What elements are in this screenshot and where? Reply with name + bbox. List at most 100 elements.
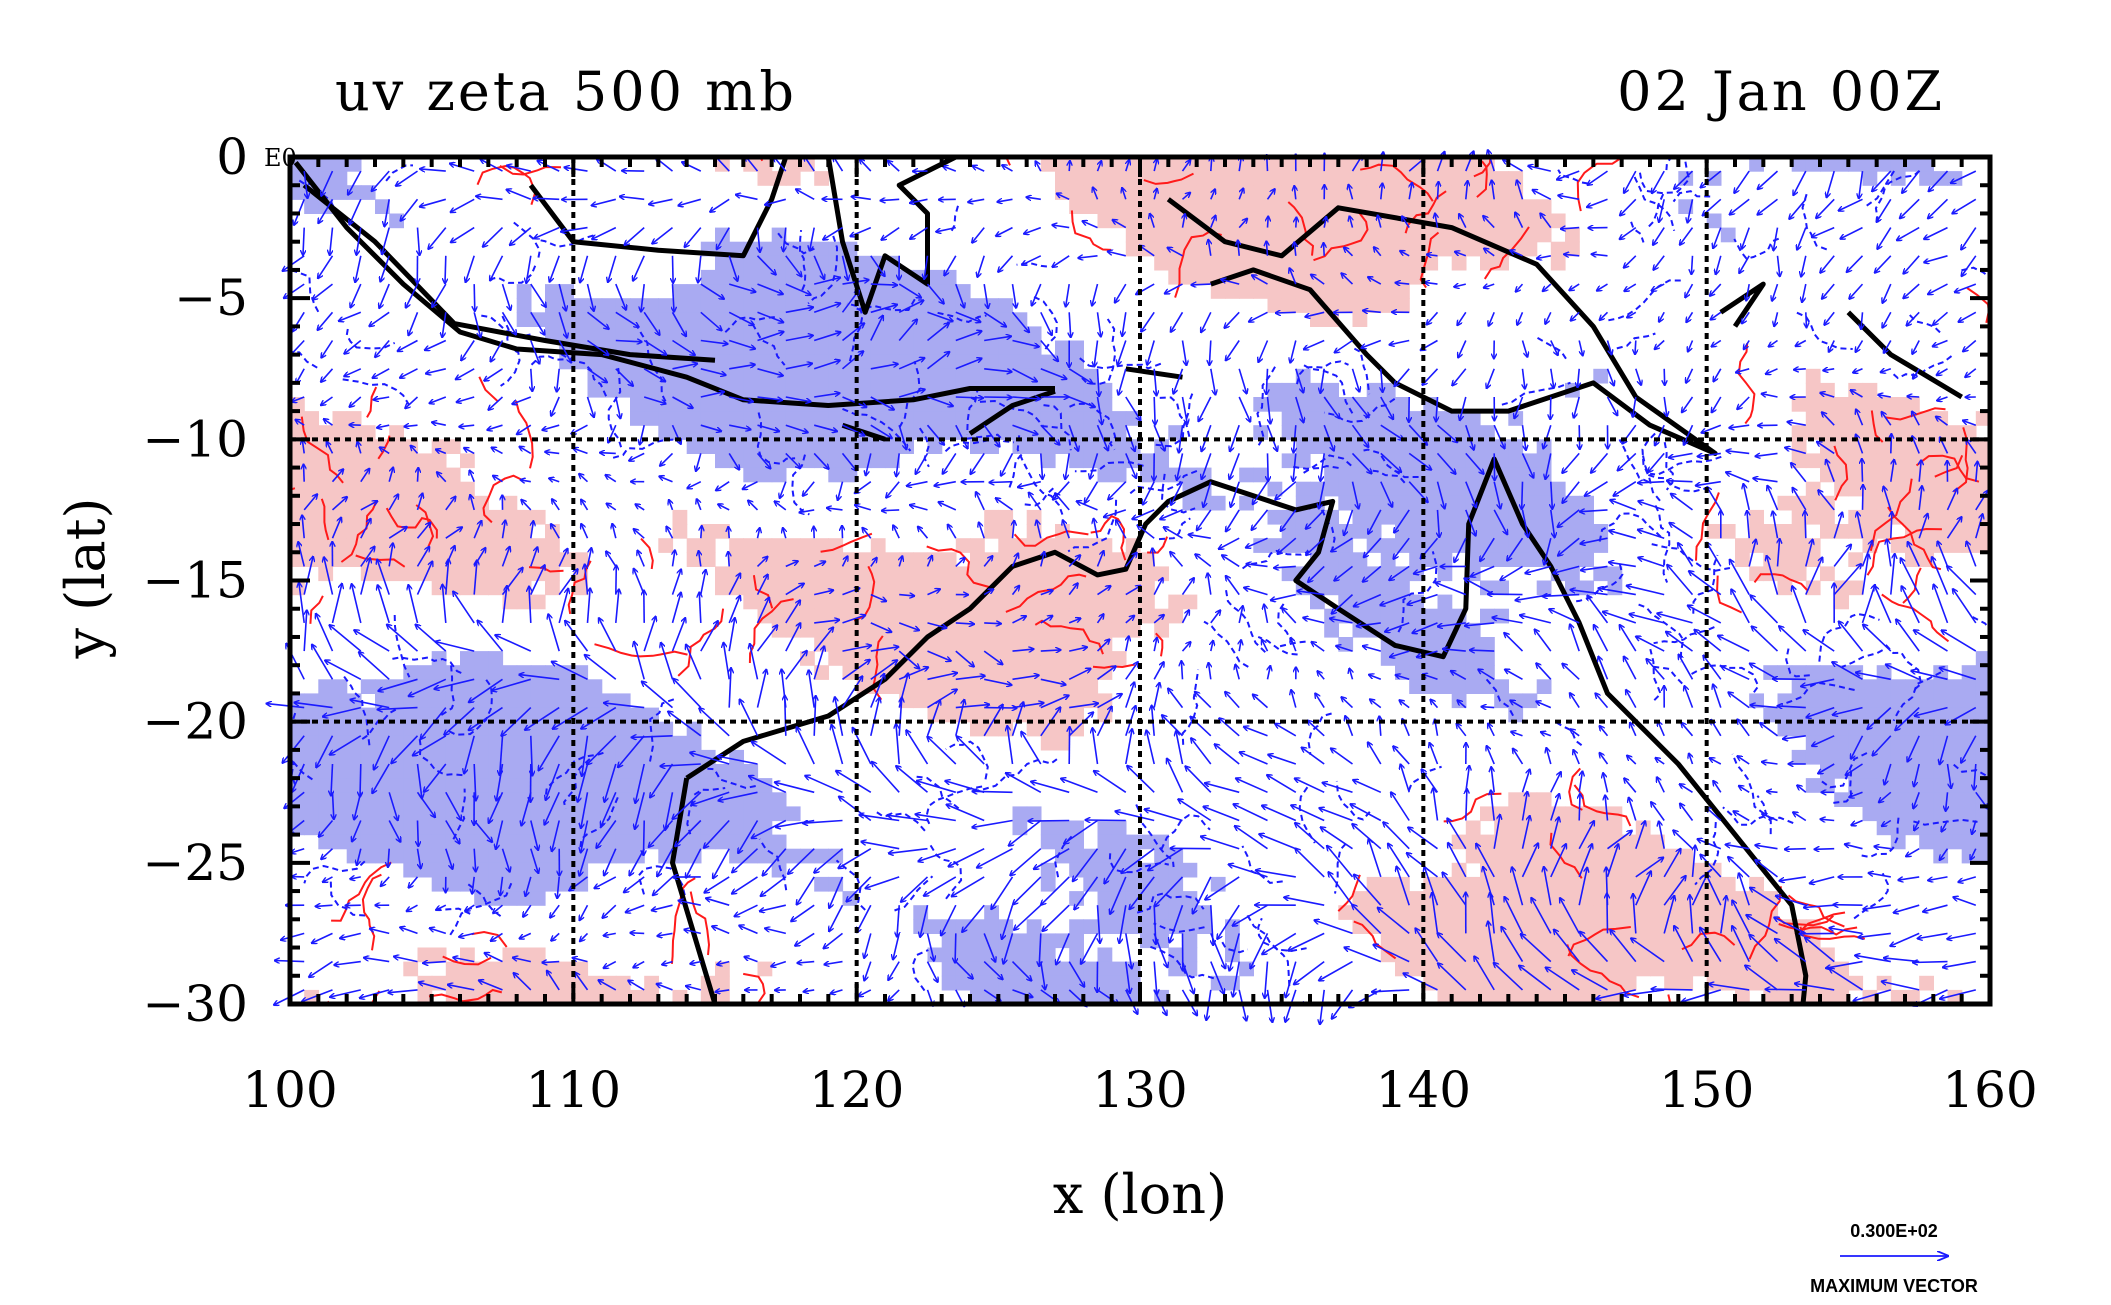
- negative-cell: [1055, 975, 1070, 991]
- negative-cell: [502, 707, 518, 723]
- positive-cell: [431, 495, 447, 511]
- negative-cell: [375, 820, 390, 836]
- negative-cell: [1111, 919, 1127, 934]
- negative-cell: [984, 368, 999, 384]
- negative-cell: [955, 340, 971, 356]
- negative-cell: [559, 848, 574, 864]
- negative-cell: [814, 439, 829, 454]
- positive-cell: [1720, 961, 1736, 977]
- positive-cell: [1026, 622, 1042, 638]
- negative-cell: [1026, 340, 1042, 356]
- negative-cell: [984, 354, 999, 370]
- positive-cell: [488, 538, 504, 553]
- positive-cell: [998, 665, 1014, 680]
- positive-cell: [1437, 919, 1453, 934]
- negative-cell: [1961, 806, 1977, 822]
- positive-cell: [1933, 481, 1949, 497]
- positive-cell: [1565, 891, 1580, 906]
- negative-cell: [644, 834, 659, 850]
- negative-cell: [1352, 495, 1368, 511]
- wind-vector: [542, 962, 560, 963]
- negative-cell: [1805, 693, 1821, 709]
- negative-cell: [474, 876, 489, 892]
- positive-cell: [1593, 933, 1609, 949]
- positive-cell: [1876, 467, 1892, 483]
- negative-cell: [1437, 509, 1453, 525]
- negative-cell: [757, 269, 773, 285]
- positive-cell: [1650, 876, 1665, 892]
- negative-cell: [1012, 806, 1028, 822]
- negative-cell: [771, 298, 787, 313]
- positive-cell: [1395, 933, 1410, 949]
- positive-cell: [1239, 171, 1254, 186]
- negative-cell: [1055, 368, 1070, 384]
- negative-cell: [885, 439, 900, 454]
- positive-cell: [1451, 919, 1467, 934]
- negative-cell: [1012, 820, 1028, 836]
- negative-cell: [1395, 495, 1410, 511]
- negative-cell: [814, 382, 829, 398]
- positive-cell: [1947, 509, 1963, 525]
- positive-cell: [1111, 622, 1127, 638]
- positive-cell: [460, 481, 475, 497]
- positive-cell: [899, 566, 914, 582]
- positive-cell: [318, 509, 334, 525]
- negative-cell: [1253, 397, 1269, 412]
- positive-cell: [1933, 495, 1949, 511]
- positive-cell: [1678, 848, 1694, 864]
- positive-cell: [1494, 213, 1509, 229]
- negative-cell: [785, 806, 801, 822]
- positive-cell: [1508, 848, 1524, 864]
- negative-cell: [870, 326, 886, 342]
- negative-cell: [1890, 764, 1906, 779]
- positive-cell: [1961, 509, 1977, 525]
- negative-cell: [1834, 721, 1849, 737]
- negative-cell: [686, 735, 702, 751]
- positive-cell: [1862, 467, 1878, 483]
- negative-cell: [389, 806, 404, 822]
- positive-cell: [828, 637, 844, 652]
- negative-cell: [1919, 171, 1934, 186]
- wind-vector: [673, 255, 674, 283]
- negative-cell: [403, 820, 419, 836]
- negative-cell: [1805, 749, 1821, 765]
- negative-cell: [842, 340, 858, 356]
- negative-cell: [1550, 481, 1566, 497]
- positive-cell: [1423, 961, 1439, 977]
- positive-cell: [885, 637, 900, 652]
- negative-cell: [1055, 425, 1070, 440]
- positive-cell: [885, 566, 900, 582]
- negative-cell: [389, 721, 404, 737]
- positive-cell: [1225, 185, 1240, 200]
- negative-cell: [445, 665, 461, 680]
- negative-cell: [1919, 806, 1934, 822]
- positive-cell: [1550, 961, 1566, 977]
- negative-cell: [1140, 467, 1155, 483]
- negative-cell: [431, 778, 447, 793]
- positive-cell: [800, 566, 815, 582]
- negative-cell: [530, 764, 546, 779]
- negative-cell: [1380, 439, 1396, 454]
- negative-cell: [615, 848, 631, 864]
- negative-cell: [899, 326, 914, 342]
- negative-cell: [474, 651, 489, 666]
- positive-cell: [1805, 509, 1821, 525]
- negative-cell: [658, 721, 674, 737]
- negative-cell: [1451, 679, 1467, 694]
- negative-cell: [743, 453, 759, 469]
- negative-cell: [587, 792, 603, 807]
- positive-cell: [715, 975, 730, 991]
- positive-cell: [530, 947, 546, 963]
- positive-cell: [1196, 171, 1212, 186]
- negative-cell: [644, 312, 659, 327]
- positive-cell: [1267, 284, 1283, 299]
- negative-cell: [1834, 693, 1849, 709]
- negative-cell: [1522, 495, 1538, 511]
- positive-cell: [1579, 919, 1594, 934]
- positive-cell: [1720, 947, 1736, 963]
- negative-cell: [545, 764, 560, 779]
- negative-cell: [970, 933, 985, 949]
- negative-cell: [1026, 947, 1042, 963]
- negative-cell: [644, 735, 659, 751]
- positive-cell: [1310, 171, 1325, 186]
